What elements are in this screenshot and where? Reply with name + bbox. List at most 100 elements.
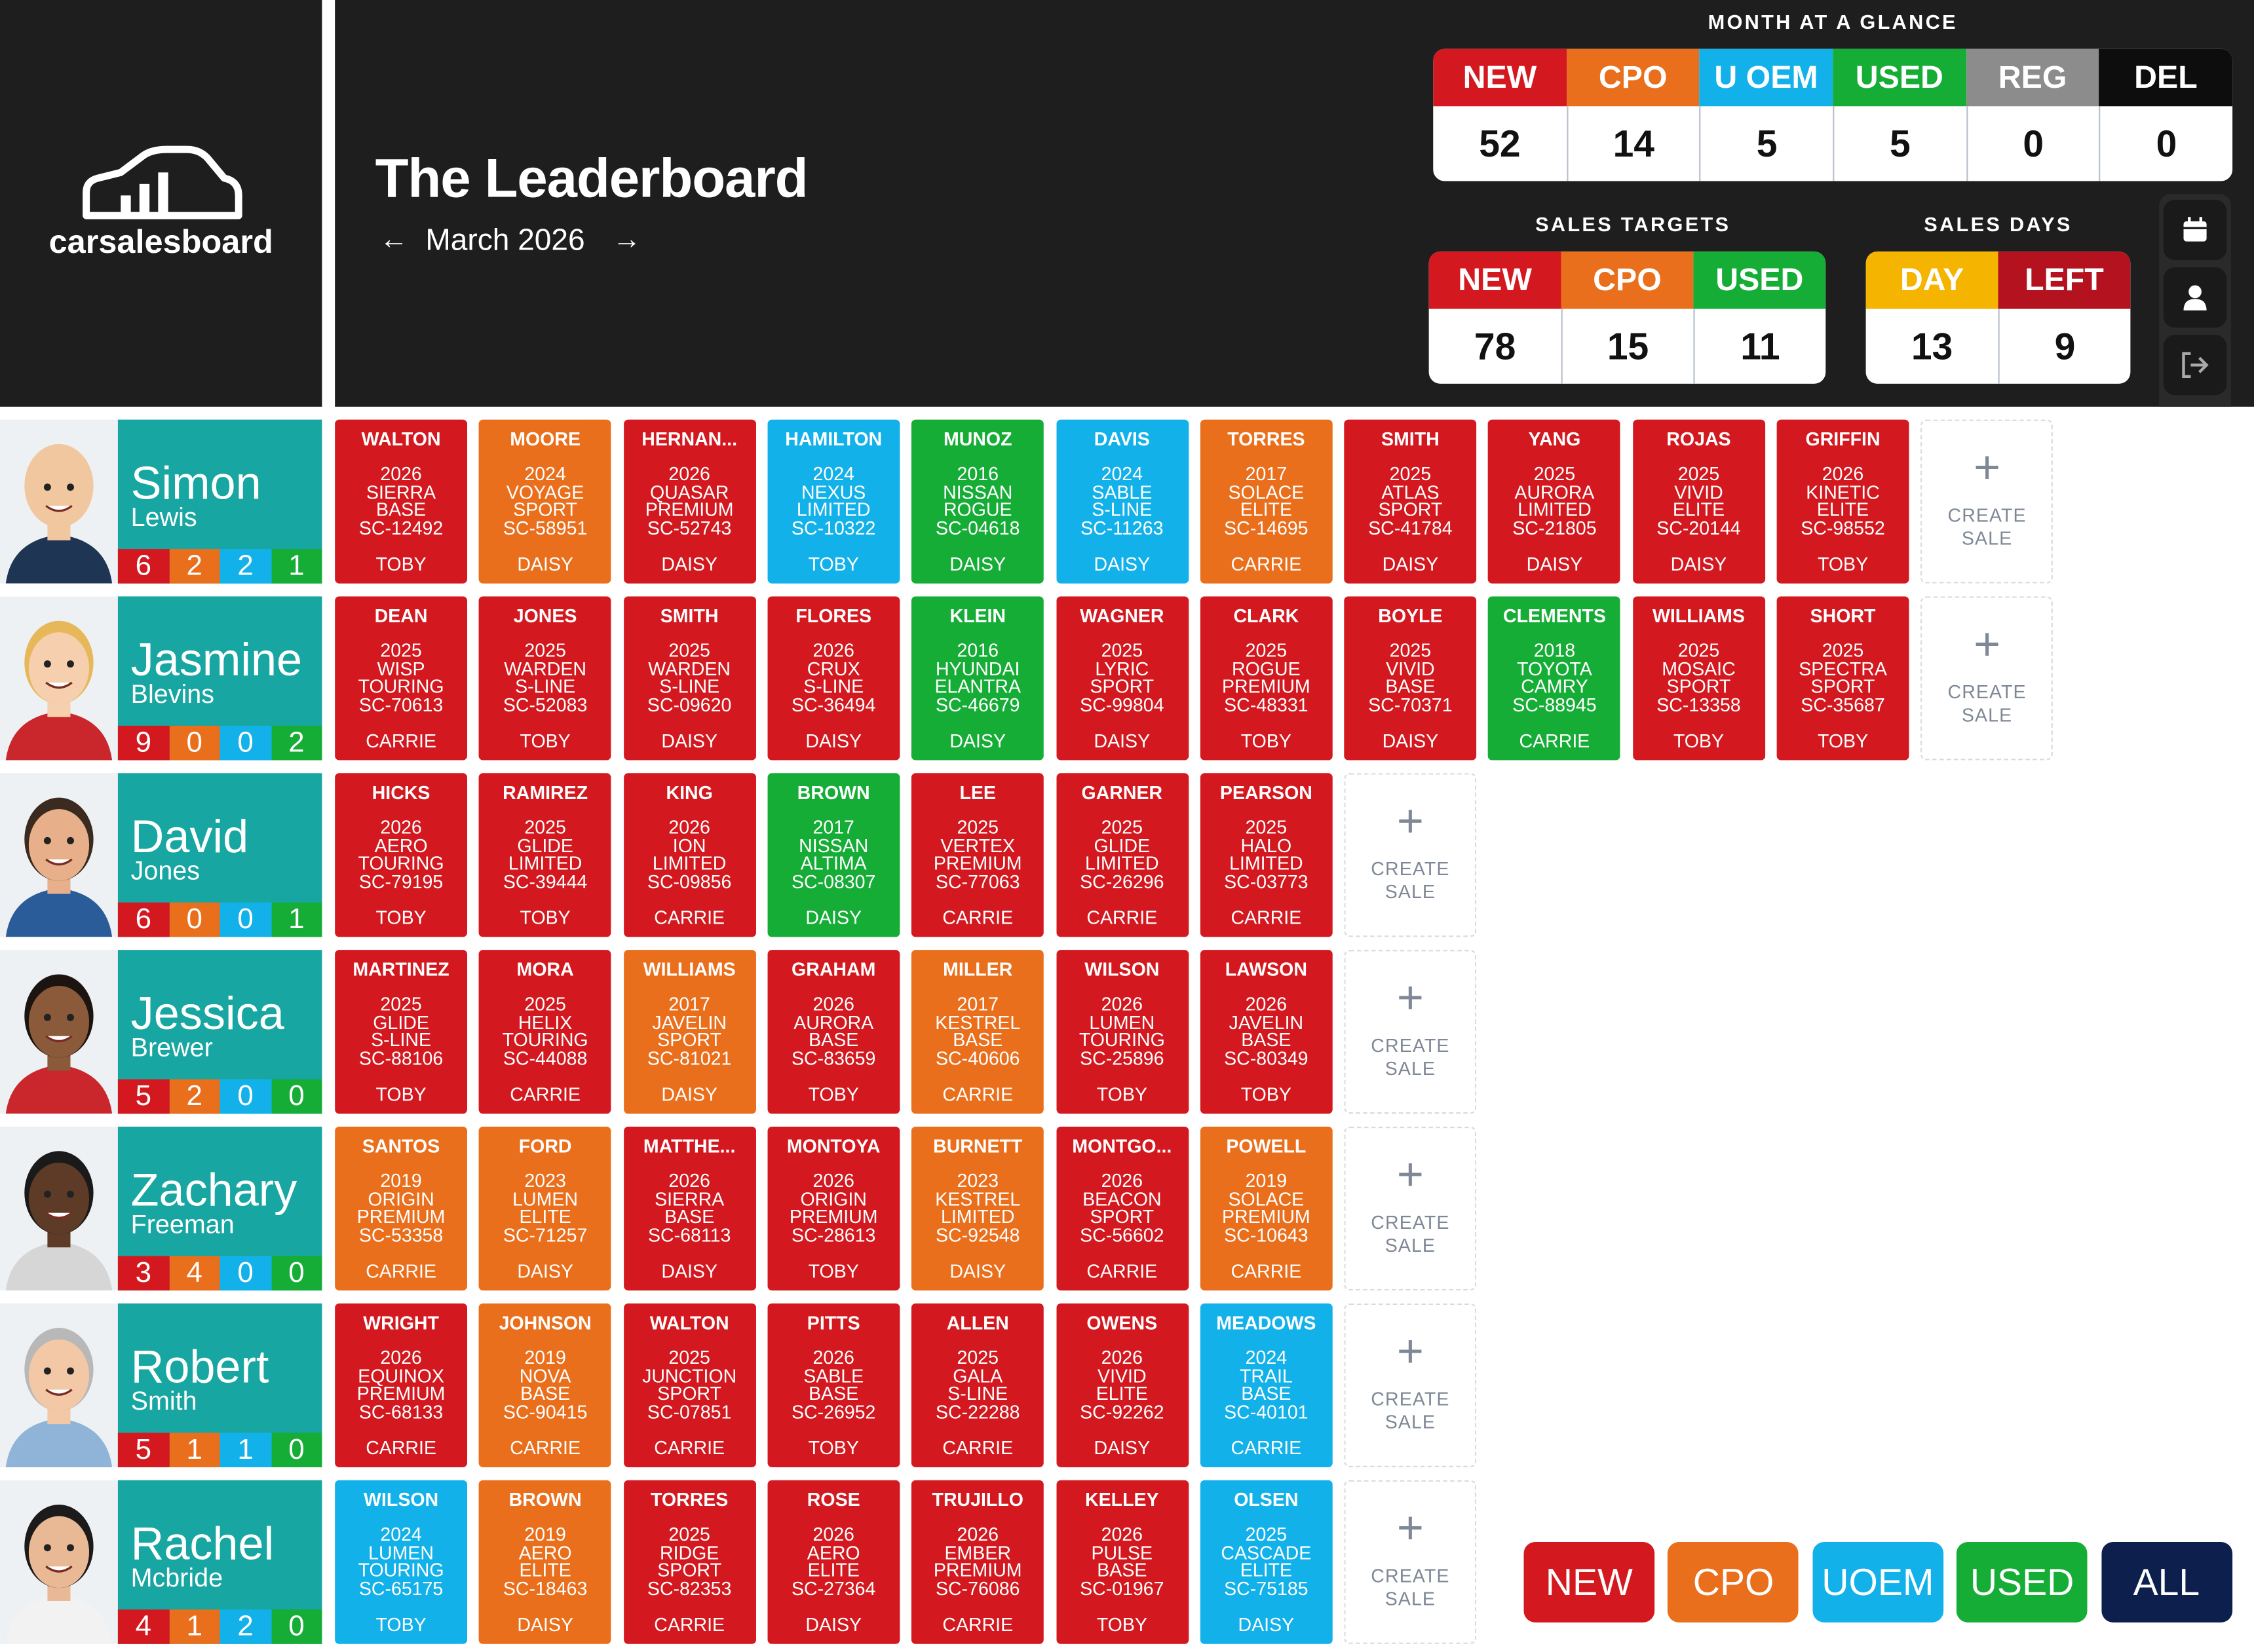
sale-card[interactable]: PEARSON 2025 HALO LIMITED SC-03773 CARRIE xyxy=(1200,773,1333,937)
sale-card[interactable]: WALTON 2025 JUNCTION SPORT SC-07851 CARRIE xyxy=(623,1303,756,1467)
sale-card[interactable]: YANG 2025 AURORA LIMITED SC-21805 DAISY xyxy=(1488,419,1621,584)
filter-button[interactable]: NEW xyxy=(1523,1542,1655,1623)
sale-card[interactable]: OWENS 2026 VIVID ELITE SC-92262 DAISY xyxy=(1056,1303,1189,1467)
sale-card[interactable]: SMITH 2025 WARDEN S-LINE SC-09620 DAISY xyxy=(623,596,756,760)
sale-card[interactable]: DAVIS 2024 SABLE S-LINE SC-11263 DAISY xyxy=(1056,419,1189,584)
logout-button[interactable] xyxy=(2163,335,2227,396)
sale-count: 4 xyxy=(117,1609,169,1644)
sale-card[interactable]: GRAHAM 2026 AURORA BASE SC-83659 TOBY xyxy=(767,950,900,1114)
vehicle-year: 2026 xyxy=(812,992,854,1015)
vehicle-model: VOYAGE xyxy=(506,481,584,503)
sale-card[interactable]: GARNER 2025 GLIDE LIMITED SC-26296 CARRIE xyxy=(1056,773,1189,937)
sale-card[interactable]: WILLIAMS 2017 JAVELIN SPORT SC-81021 DAISY xyxy=(623,950,756,1114)
sale-card[interactable]: WALTON 2026 SIERRA BASE SC-12492 TOBY xyxy=(335,419,468,584)
vehicle-stock: SC-13358 xyxy=(1656,694,1741,716)
next-month[interactable]: → xyxy=(612,224,641,256)
sale-card[interactable]: WRIGHT 2026 EQUINOX PREMIUM SC-68133 CARRIE xyxy=(335,1303,468,1467)
last-name: Lewis xyxy=(130,502,197,532)
sale-card[interactable]: HAMILTON 2024 NEXUS LIMITED SC-10322 TOBY xyxy=(767,419,900,584)
sale-card[interactable]: POWELL 2019 SOLACE PREMIUM SC-10643 CARRIE xyxy=(1200,1127,1333,1291)
sale-card[interactable]: JONES 2025 WARDEN S-LINE SC-52083 TOBY xyxy=(479,596,612,760)
vehicle-year: 2024 xyxy=(380,1523,422,1545)
create-sale[interactable]: + CREATE SALE xyxy=(1344,950,1477,1114)
sale-card[interactable]: LEE 2025 VERTEX PREMIUM SC-77063 CARRIE xyxy=(911,773,1044,937)
create-sale[interactable]: + CREATE SALE xyxy=(1920,596,2053,760)
sale-count: 0 xyxy=(271,1433,322,1467)
sale-card[interactable]: GRIFFIN 2026 KINETIC ELITE SC-98552 TOBY xyxy=(1776,419,1909,584)
vehicle-stock: SC-83659 xyxy=(791,1047,876,1070)
sale-card[interactable]: OLSEN 2025 CASCADE ELITE SC-75185 DAISY xyxy=(1200,1480,1333,1644)
profile-button[interactable] xyxy=(2163,267,2227,328)
column-header: CPO xyxy=(1566,48,1700,107)
vehicle-year: 2026 xyxy=(812,1346,854,1368)
sale-card[interactable]: LAWSON 2026 JAVELIN BASE SC-80349 TOBY xyxy=(1200,950,1333,1114)
sale-card[interactable]: MONTOYA 2026 ORIGIN PREMIUM SC-28613 TOBY xyxy=(767,1127,900,1291)
sale-card[interactable]: SMITH 2025 ATLAS SPORT SC-41784 DAISY xyxy=(1344,419,1477,584)
sale-card[interactable]: CLARK 2025 ROGUE PREMIUM SC-48331 TOBY xyxy=(1200,596,1333,760)
customer: POWELL xyxy=(1226,1135,1307,1157)
customer: WALTON xyxy=(649,1312,729,1334)
prev-month[interactable]: ← xyxy=(379,224,409,256)
sale-card[interactable]: WILLIAMS 2025 MOSAIC SPORT SC-13358 TOBY xyxy=(1632,596,1765,760)
sale-card[interactable]: CLEMENTS 2018 TOYOTA CAMRY SC-88945 CARRIE xyxy=(1488,596,1621,760)
vehicle-trim: BASE xyxy=(376,499,427,521)
filter-button[interactable]: USED xyxy=(1957,1542,2088,1623)
vehicle-trim: S-LINE xyxy=(371,1029,432,1051)
vehicle-trim: TOURING xyxy=(1079,1029,1165,1051)
sale-card[interactable]: MOORE 2024 VOYAGE SPORT SC-58951 DAISY xyxy=(479,419,612,584)
vehicle-model: MOSAIC xyxy=(1662,658,1736,680)
filter-button[interactable]: ALL xyxy=(2101,1542,2232,1623)
sale-card[interactable]: ROJAS 2025 VIVID ELITE SC-20144 DAISY xyxy=(1632,419,1765,584)
sale-card[interactable]: FORD 2023 LUMEN ELITE SC-71257 DAISY xyxy=(479,1127,612,1291)
sale-card[interactable]: BROWN 2019 AERO ELITE SC-18463 DAISY xyxy=(479,1480,612,1644)
create-sale[interactable]: + CREATE SALE xyxy=(1920,419,2053,584)
sale-card[interactable]: MORA 2025 HELIX TOURING SC-44088 CARRIE xyxy=(479,950,612,1114)
vehicle-model: ROGUE xyxy=(1232,658,1301,680)
sale-card[interactable]: WILSON 2026 LUMEN TOURING SC-25896 TOBY xyxy=(1056,950,1189,1114)
sale-card[interactable]: SHORT 2025 SPECTRA SPORT SC-35687 TOBY xyxy=(1776,596,1909,760)
sale-card[interactable]: MILLER 2017 KESTREL BASE SC-40606 CARRIE xyxy=(911,950,1044,1114)
filter-button[interactable]: CPO xyxy=(1668,1542,1799,1623)
sale-card[interactable]: HERNAN... 2026 QUASAR PREMIUM SC-52743 DAISY xyxy=(623,419,756,584)
sale-card[interactable]: MUNOZ 2016 NISSAN ROGUE SC-04618 DAISY xyxy=(911,419,1044,584)
create-sale[interactable]: + CREATE SALE xyxy=(1344,1480,1477,1644)
create-sale[interactable]: + CREATE SALE xyxy=(1344,1303,1477,1467)
vehicle-stock: SC-70371 xyxy=(1368,694,1453,716)
sale-card[interactable]: BROWN 2017 NISSAN ALTIMA SC-08307 DAISY xyxy=(767,773,900,937)
sale-card[interactable]: DEAN 2025 WISP TOURING SC-70613 CARRIE xyxy=(335,596,468,760)
sale-card[interactable]: SANTOS 2019 ORIGIN PREMIUM SC-53358 CARRIE xyxy=(335,1127,468,1291)
sale-card[interactable]: PITTS 2026 SABLE BASE SC-26952 TOBY xyxy=(767,1303,900,1467)
vehicle-model: EMBER xyxy=(944,1541,1011,1564)
calendar-button[interactable] xyxy=(2163,199,2227,261)
sale-card[interactable]: FLORES 2026 CRUX S-LINE SC-36494 DAISY xyxy=(767,596,900,760)
sale-card[interactable]: KLEIN 2016 HYUNDAI ELANTRA SC-46679 DAISY xyxy=(911,596,1044,760)
sale-card[interactable]: KING 2026 ION LIMITED SC-09856 CARRIE xyxy=(623,773,756,937)
sale-card[interactable]: BOYLE 2025 VIVID BASE SC-70371 DAISY xyxy=(1344,596,1477,760)
sale-card[interactable]: WAGNER 2025 LYRIC SPORT SC-99804 DAISY xyxy=(1056,596,1189,760)
vehicle-trim: BASE xyxy=(1385,675,1436,698)
sale-card[interactable]: RAMIREZ 2025 GLIDE LIMITED SC-39444 TOBY xyxy=(479,773,612,937)
vehicle-trim: ELITE xyxy=(1240,499,1292,521)
sale-card[interactable]: TORRES 2025 RIDGE SPORT SC-82353 CARRIE xyxy=(623,1480,756,1644)
sale-card[interactable]: TORRES 2017 SOLACE ELITE SC-14695 CARRIE xyxy=(1200,419,1333,584)
create-sale[interactable]: + CREATE SALE xyxy=(1344,773,1477,937)
sale-card[interactable]: MEADOWS 2024 TRAIL BASE SC-40101 CARRIE xyxy=(1200,1303,1333,1467)
sale-card[interactable]: WILSON 2024 LUMEN TOURING SC-65175 TOBY xyxy=(335,1480,468,1644)
logo-panel: carsalesboard xyxy=(0,0,322,407)
filter-button[interactable]: UOEM xyxy=(1812,1542,1943,1623)
sale-card[interactable]: ALLEN 2025 GALA S-LINE SC-22288 CARRIE xyxy=(911,1303,1044,1467)
sale-card[interactable]: MARTINEZ 2025 GLIDE S-LINE SC-88106 TOBY xyxy=(335,950,468,1114)
sale-card[interactable]: TRUJILLO 2026 EMBER PREMIUM SC-76086 CARRIE xyxy=(911,1480,1044,1644)
sale-card[interactable]: HICKS 2026 AERO TOURING SC-79195 TOBY xyxy=(335,773,468,937)
vehicle-model: TOYOTA xyxy=(1517,658,1592,680)
sale-card[interactable]: BURNETT 2023 KESTREL LIMITED SC-92548 DAISY xyxy=(911,1127,1044,1291)
create-sale[interactable]: + CREATE SALE xyxy=(1344,1127,1477,1291)
sale-count: 0 xyxy=(220,902,271,937)
sale-card[interactable]: MATTHE... 2026 SIERRA BASE SC-68113 DAISY xyxy=(623,1127,756,1291)
sale-card[interactable]: KELLEY 2026 PULSE BASE SC-01967 TOBY xyxy=(1056,1480,1189,1644)
sale-card[interactable]: JOHNSON 2019 NOVA BASE SC-90415 CARRIE xyxy=(479,1303,612,1467)
sale-card[interactable]: ROSE 2026 AERO ELITE SC-27364 DAISY xyxy=(767,1480,900,1644)
column-value: 52 xyxy=(1433,106,1567,181)
sale-card[interactable]: MONTGO... 2026 BEACON SPORT SC-56602 CARRIE xyxy=(1056,1127,1189,1291)
customer: WAGNER xyxy=(1080,605,1164,627)
